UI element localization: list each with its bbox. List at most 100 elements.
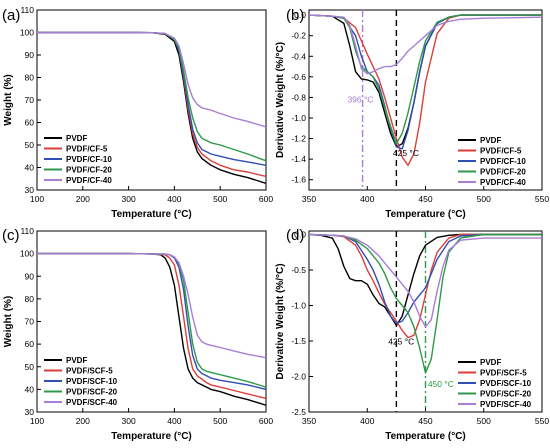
panel-c: (c)100 200 300 400 500 6003040506070809010011… [2,226,273,442]
y-tick-label: -0.6 [291,72,306,82]
legend-label: PVDF [480,358,501,367]
legend-label: PVDF/SCF-5 [480,369,527,378]
legend-label: PVDF/CF-10 [66,155,112,164]
x-tick-label: 600 [259,194,273,204]
annotation: 425 °C [393,148,419,158]
y-tick-label: 0.0 [294,230,306,240]
x-tick-label: 100 [30,194,44,204]
y-tick-label: 40 [25,384,35,394]
x-tick-label: 100 [30,416,44,426]
x-axis-title: Temperature (°C) [385,209,466,220]
legend-label: PVDF/SCF-10 [66,377,118,386]
y-axis-title: Weight (%) [3,296,14,347]
y-tick-label: 60 [25,118,35,128]
series-line-1 [309,233,542,339]
panel-d: (d) 350 400 450 500 550 0.0 -0.5 -1.0 -1.5 -2.0 -2.… [275,227,549,442]
y-tick-label: 30 [25,407,35,417]
legend-label: PVDF [480,136,501,145]
series-line-4 [37,252,266,359]
y-tick-label: -0.8 [291,92,306,102]
series-line-0 [309,233,542,327]
x-axis-title: Temperature (°C) [111,431,192,442]
x-tick-label: 500 [213,416,227,426]
legend-label: PVDF/SCF-20 [66,388,118,397]
y-tick-label: 70 [25,95,35,105]
legend-label: PVDF [66,356,87,365]
series-line-4 [309,14,542,75]
series-line-2 [309,233,542,324]
series-line-4 [309,233,542,328]
y-tick-label: 0.0 [294,10,306,20]
x-tick-label: 550 [535,194,549,204]
legend-label: PVDF/SCF-40 [480,400,532,409]
x-tick-label: 400 [167,194,181,204]
x-tick-label: 600 [259,416,273,426]
y-axis-title: Derivative Weight (%/°C) [275,42,286,158]
y-tick-label: 100 [20,249,34,259]
legend-label: PVDF/CF-20 [66,166,112,175]
panel-label: (b) [286,7,304,24]
y-tick-label: -0.2 [291,31,306,41]
x-tick-label: 300 [122,416,136,426]
x-tick-label: 550 [535,416,549,426]
y-tick-label: 40 [25,163,35,173]
series-line-3 [309,233,542,374]
x-tick-label: 200 [76,194,90,204]
y-tick-label: 100 [20,28,34,38]
y-tick-label: -1.4 [291,154,306,164]
x-tick-label: 500 [213,194,227,204]
y-tick-label: -2.5 [291,407,306,417]
y-tick-label: 90 [25,50,35,60]
x-tick-label: 450 [418,416,432,426]
legend-label: PVDF/CF-5 [66,145,108,154]
series-group [309,231,542,412]
y-tick-label: -0.5 [291,265,306,275]
y-tick-label: 90 [25,271,35,281]
annotation: 450 °C [428,379,454,389]
y-tick-label: 60 [25,339,35,349]
x-tick-label: 400 [360,416,374,426]
x-tick-label: 300 [122,194,136,204]
y-tick-label: 30 [25,185,35,195]
series-line-4 [37,31,266,128]
x-tick-label: 200 [76,416,90,426]
series-line-1 [309,14,542,167]
legend-label: PVDF/CF-10 [480,157,526,166]
y-tick-label: -2.0 [291,372,306,382]
panel-a: (a)100 200 300 400 500 6003040506070809010011… [2,5,273,220]
x-tick-label: 500 [477,416,491,426]
y-axis-title: Derivative Weight (%/°C) [275,263,286,379]
legend-label: PVDF/SCF-10 [480,379,532,388]
x-axis-title: Temperature (°C) [385,431,466,442]
x-tick-label: 400 [360,194,374,204]
y-tick-label: 110 [20,5,34,15]
series-group [37,31,266,184]
legend-label: PVDF/CF-40 [480,178,526,187]
y-tick-label: 80 [25,73,35,83]
y-tick-label: 70 [25,317,35,327]
legend-label: PVDF/CF-5 [480,147,522,156]
panel-label: (c) [2,227,20,244]
y-tick-label: 110 [20,226,34,236]
panel-b: (b) 350 400 450 500 550 0.0 -0.2 -0.4 -0.6 -0.8 -1.… [275,7,549,220]
legend-label: PVDF [66,134,87,143]
panel-label: (d) [286,227,304,244]
y-tick-label: 50 [25,140,35,150]
y-tick-label: -1.6 [291,175,306,185]
x-tick-label: 400 [167,416,181,426]
y-tick-label: 80 [25,294,35,304]
legend-label: PVDF/CF-20 [480,168,526,177]
x-tick-label: 450 [418,194,432,204]
x-axis-title: Temperature (°C) [111,209,192,220]
legend-label: PVDF/SCF-40 [66,398,118,407]
legend-label: PVDF/CF-40 [66,176,112,185]
legend-label: PVDF/SCF-20 [480,390,532,399]
x-tick-label: 350 [302,194,316,204]
y-tick-label: -1.0 [291,301,306,311]
series-group [37,252,266,406]
y-axis-title: Weight (%) [3,74,14,125]
annotation: 425 °C [388,337,414,347]
y-tick-label: -0.4 [291,51,306,61]
x-tick-label: 350 [302,416,316,426]
